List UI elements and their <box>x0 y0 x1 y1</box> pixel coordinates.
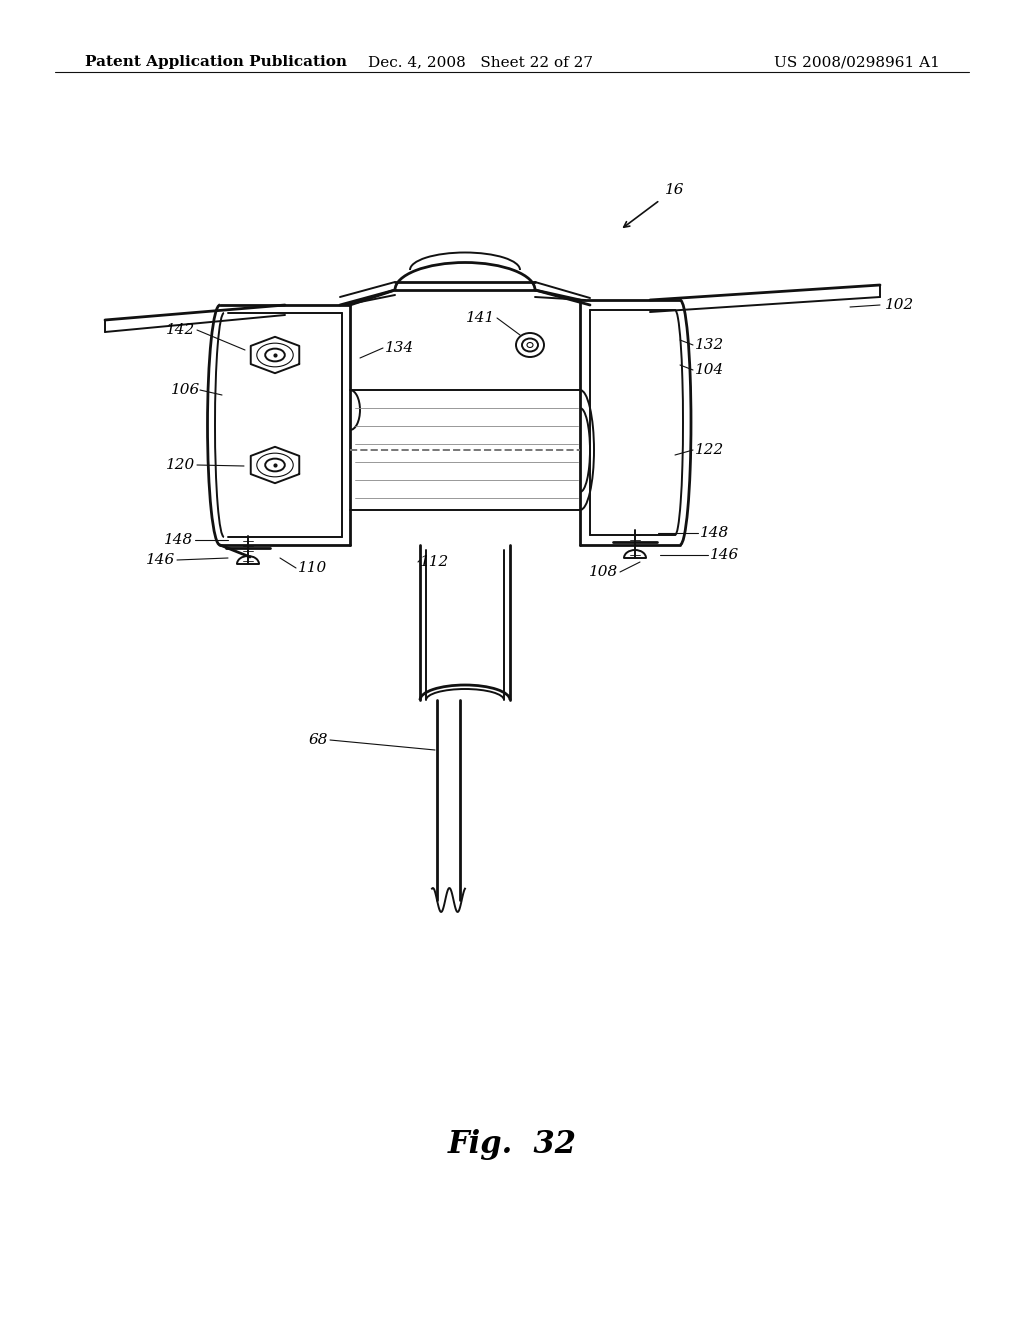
Text: Patent Application Publication: Patent Application Publication <box>85 55 347 69</box>
Text: 122: 122 <box>695 444 724 457</box>
Text: 112: 112 <box>420 554 450 569</box>
Text: US 2008/0298961 A1: US 2008/0298961 A1 <box>774 55 940 69</box>
Text: 106: 106 <box>171 383 200 397</box>
Text: 148: 148 <box>164 533 193 546</box>
Text: Fig.  32: Fig. 32 <box>447 1130 577 1160</box>
Text: 120: 120 <box>166 458 195 473</box>
Text: 142: 142 <box>166 323 195 337</box>
Text: 110: 110 <box>298 561 328 576</box>
Text: 146: 146 <box>145 553 175 568</box>
Text: 146: 146 <box>710 548 739 562</box>
Text: 104: 104 <box>695 363 724 378</box>
Text: 134: 134 <box>385 341 415 355</box>
Text: 148: 148 <box>700 525 729 540</box>
Text: 132: 132 <box>695 338 724 352</box>
Text: 68: 68 <box>308 733 328 747</box>
Text: 141: 141 <box>466 312 495 325</box>
Text: 16: 16 <box>665 183 684 197</box>
Text: 108: 108 <box>589 565 618 579</box>
Text: Dec. 4, 2008   Sheet 22 of 27: Dec. 4, 2008 Sheet 22 of 27 <box>368 55 593 69</box>
Text: 102: 102 <box>885 298 914 312</box>
